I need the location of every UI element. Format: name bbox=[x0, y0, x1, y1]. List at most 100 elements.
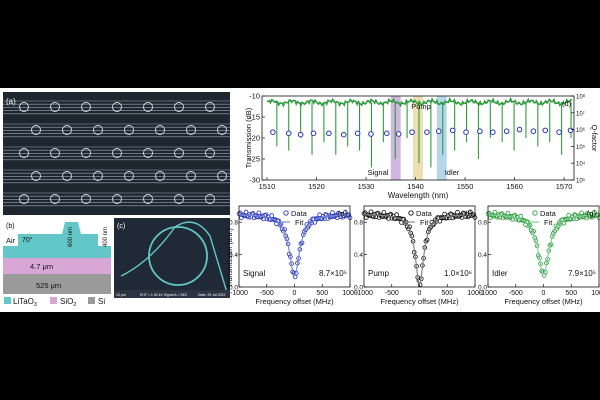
q-factor-point bbox=[270, 129, 276, 136]
data-point bbox=[442, 211, 447, 217]
pump-band-label: Pump bbox=[411, 102, 431, 111]
litao3-slab bbox=[3, 246, 111, 258]
y-tick-label: 0.4 bbox=[354, 252, 363, 259]
microring bbox=[124, 171, 134, 181]
signal-band-label: Signal bbox=[368, 168, 389, 177]
data-point bbox=[469, 213, 474, 219]
waveguide-array bbox=[3, 100, 230, 207]
y-tick-label: 0.4 bbox=[229, 252, 238, 259]
y-tick-label: 0.4 bbox=[478, 252, 487, 259]
microring bbox=[174, 194, 184, 204]
microring bbox=[143, 148, 153, 158]
mode-name: Idler bbox=[492, 269, 508, 278]
legend-data-marker bbox=[408, 210, 414, 216]
x-tick-label: 0 bbox=[418, 290, 422, 297]
y-tick-label: -20 bbox=[249, 134, 260, 143]
x-tick-label: -500 bbox=[509, 290, 523, 297]
data-point bbox=[330, 210, 335, 215]
x-tick-label: 1000 bbox=[342, 290, 358, 297]
x-tick-label: -1000 bbox=[479, 290, 497, 297]
microring bbox=[186, 125, 196, 135]
y-tick-label: -25 bbox=[249, 155, 260, 164]
data-point bbox=[277, 222, 283, 228]
fit-curve bbox=[239, 214, 350, 277]
panel-label: (e) bbox=[338, 209, 348, 218]
sio2-thickness: 4.7 μm bbox=[30, 262, 53, 271]
y-tick-label: 0.8 bbox=[478, 220, 487, 227]
y-tick-label: 0.0 bbox=[229, 285, 238, 292]
q-factor-point bbox=[297, 131, 304, 138]
x-tick-label: -500 bbox=[385, 290, 399, 297]
x-tick-label: 500 bbox=[565, 290, 577, 297]
legend-data: Data bbox=[416, 209, 433, 218]
x-tick-label: -1000 bbox=[355, 290, 373, 297]
microring bbox=[174, 148, 184, 158]
x-tick-label: 1000 bbox=[467, 290, 483, 297]
microring bbox=[62, 171, 72, 181]
data-point bbox=[344, 213, 349, 219]
y-tick-label: -10 bbox=[249, 92, 260, 101]
x-tick-label: 500 bbox=[316, 290, 328, 297]
mode-name: Pump bbox=[368, 269, 389, 278]
y2-tick-label: 10⁵ bbox=[576, 144, 586, 151]
q-factor-point bbox=[409, 129, 415, 136]
x-tick-label: 0 bbox=[542, 290, 546, 297]
data-point bbox=[579, 210, 584, 216]
panel-label: (g) bbox=[587, 209, 597, 218]
si-thickness: 525 μm bbox=[36, 281, 61, 290]
q-factor-point bbox=[477, 128, 483, 135]
microring bbox=[174, 102, 184, 112]
q-factor-point bbox=[567, 127, 574, 134]
data-point bbox=[552, 228, 557, 234]
q-factor-points bbox=[270, 126, 574, 138]
q-factor-point bbox=[285, 130, 292, 137]
height-400-label: 400 nm bbox=[103, 227, 109, 247]
microring bbox=[19, 148, 29, 158]
y-tick-label: -15 bbox=[249, 113, 260, 122]
data-point bbox=[402, 220, 408, 226]
q-factor-point bbox=[542, 127, 549, 134]
microring bbox=[81, 102, 91, 112]
x-axis-label: Frequency offset (MHz) bbox=[255, 297, 334, 306]
sem-info-bar bbox=[114, 290, 230, 298]
sem-date: Date: 29 Jul 2022 bbox=[198, 293, 225, 297]
microring bbox=[143, 194, 153, 204]
q-value: 8.7×10⁵ bbox=[319, 269, 347, 278]
microring bbox=[31, 171, 41, 181]
microring bbox=[112, 194, 122, 204]
legend-data-marker bbox=[283, 210, 289, 216]
x-axis-label: Frequency offset (MHz) bbox=[380, 297, 459, 306]
q-factor-point bbox=[556, 129, 562, 136]
microring bbox=[50, 194, 60, 204]
microring bbox=[205, 102, 215, 112]
q-factor-point bbox=[489, 129, 496, 136]
microring bbox=[62, 125, 72, 135]
x-tick-label: 1570 bbox=[556, 182, 573, 191]
litao3-ridge bbox=[18, 222, 98, 246]
y-tick-label: 0.8 bbox=[354, 220, 363, 227]
q-factor-point bbox=[384, 130, 390, 137]
panel-b-label: (b) bbox=[6, 223, 15, 230]
idler-band-label: Idler bbox=[445, 168, 460, 177]
q-factor-point bbox=[530, 128, 537, 135]
y2-tick-label: 10⁴ bbox=[576, 161, 586, 168]
x-tick-label: 0 bbox=[293, 290, 297, 297]
legend-fit: Fit bbox=[544, 218, 553, 227]
microring bbox=[186, 171, 196, 181]
panel-d-xlabel: Wavelength (nm) bbox=[388, 191, 449, 200]
y2-tick-label: 10³ bbox=[576, 179, 585, 185]
q-factor-point bbox=[326, 130, 332, 137]
microring bbox=[81, 194, 91, 204]
sem-scale: 10 μm bbox=[116, 293, 126, 297]
x-tick-label: -500 bbox=[260, 290, 274, 297]
data-point bbox=[437, 219, 443, 224]
microring bbox=[205, 194, 215, 204]
q-factor-point bbox=[310, 130, 317, 137]
q-factor-point bbox=[340, 131, 347, 138]
panel-a: (a) bbox=[3, 92, 230, 215]
data-point bbox=[561, 220, 567, 226]
x-tick-label: -1000 bbox=[230, 290, 248, 297]
